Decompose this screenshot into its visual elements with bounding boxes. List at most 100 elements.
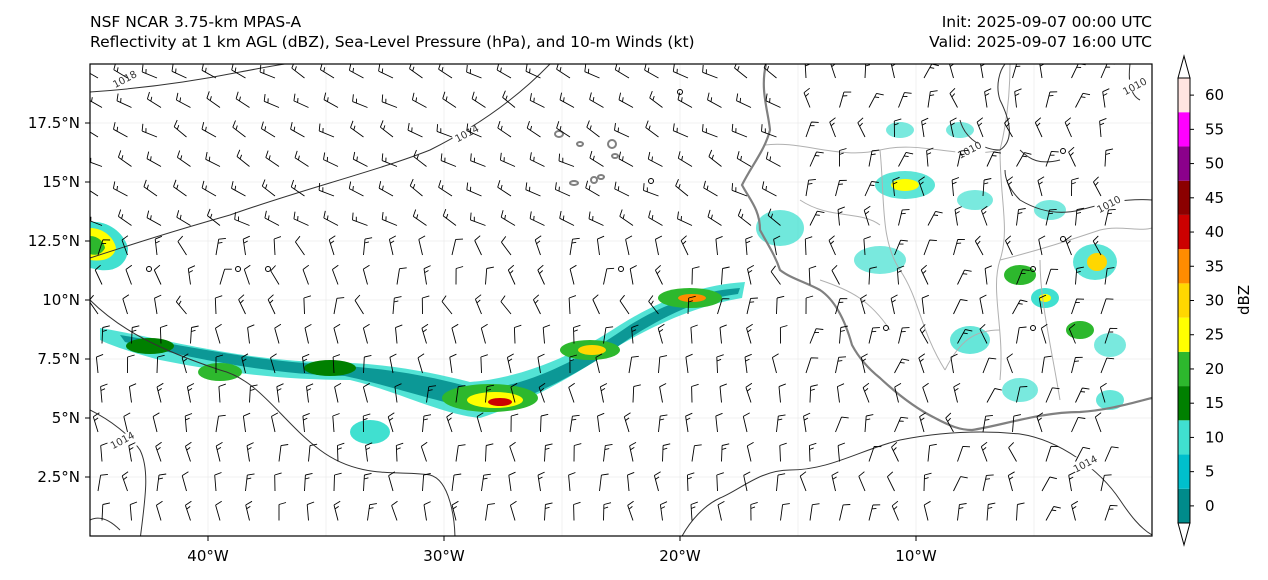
wind-barb (898, 327, 910, 344)
wind-barb (779, 325, 788, 344)
wind-barb (409, 64, 423, 79)
wind-barb (365, 442, 373, 462)
wind-barb (868, 327, 880, 344)
wind-barb (293, 211, 309, 226)
wind-barb (921, 117, 929, 138)
wind-barb (306, 501, 315, 521)
wind-barb (657, 323, 665, 344)
wind-barb (648, 295, 659, 315)
wind-barb (278, 444, 289, 462)
wind-barb (976, 117, 984, 138)
colorbar-bin (1178, 351, 1190, 387)
wind-barb (868, 266, 877, 285)
wind-barb (556, 121, 571, 138)
wind-barb (90, 131, 99, 138)
wind-barb (466, 123, 482, 138)
wind-barb (205, 152, 221, 167)
wind-barb (672, 123, 689, 138)
wind-barb (625, 235, 633, 256)
wind-barb (592, 294, 600, 315)
wind-barb (1102, 88, 1110, 108)
wind-barb (773, 235, 781, 256)
wind-barb (367, 503, 377, 521)
wind-barb (466, 182, 482, 197)
wind-barb (776, 295, 785, 315)
wind-barb (455, 444, 466, 462)
wind-barb (654, 264, 663, 285)
wind-barb (295, 235, 305, 256)
wind-barb (765, 151, 781, 167)
wind-barb (702, 64, 718, 79)
wind-barb (146, 91, 162, 108)
pressure-centers (146, 89, 1066, 331)
wind-barb (623, 412, 631, 433)
wind-barb (1004, 117, 1013, 138)
wind-barb (835, 416, 849, 433)
colorbar-tick-label: 60 (1205, 86, 1224, 104)
wind-barb (234, 212, 250, 226)
wind-barb (451, 500, 459, 521)
wind-barb (1099, 382, 1107, 403)
wind-barb (894, 358, 910, 374)
colorbar-label: dBZ (1235, 285, 1253, 315)
wind-barb (90, 72, 99, 79)
wind-barb (146, 210, 162, 226)
wind-barb (896, 265, 905, 285)
wind-barb (1012, 414, 1021, 433)
wind-barb (736, 93, 752, 108)
wind-barb (890, 294, 898, 315)
wind-barb (982, 178, 992, 197)
wind-barb (449, 353, 457, 374)
wind-barb (113, 64, 128, 79)
wind-barb (568, 295, 577, 315)
wind-barb (691, 444, 702, 462)
wind-barb (362, 413, 371, 433)
colorbar-bin (1178, 283, 1190, 318)
wind-barb (123, 412, 131, 433)
wind-barb (1071, 416, 1086, 433)
wind-barb (1045, 268, 1059, 285)
wind-barb (839, 91, 852, 108)
wind-barb (1045, 208, 1057, 226)
wind-barb (303, 295, 312, 315)
lat-tick-label: 15°N (42, 173, 80, 191)
colorbar-bin (1178, 112, 1190, 147)
wind-barb (680, 235, 689, 256)
wind-barb (128, 383, 137, 403)
wind-barb (743, 471, 751, 492)
wind-barb (90, 190, 99, 197)
wind-barb (451, 323, 459, 344)
init-time: Init: 2025-09-07 00:00 UTC (941, 13, 1152, 31)
lat-tick-label: 12.5°N (28, 232, 80, 250)
wind-barb (957, 149, 969, 167)
wind-barb (352, 94, 368, 108)
wind-barb (573, 443, 582, 462)
wind-barb (1004, 235, 1013, 256)
wind-barb (1045, 445, 1059, 462)
fields-title: Reflectivity at 1 km AGL (dBZ), Sea-Leve… (90, 33, 695, 51)
wind-barb (1045, 91, 1058, 108)
wind-barb (388, 471, 396, 492)
wind-barb (746, 442, 754, 462)
wind-barb (1104, 327, 1118, 344)
wind-barb (215, 414, 226, 433)
wind-barb (378, 181, 394, 197)
wind-barb (171, 64, 187, 79)
wind-barb (497, 120, 512, 138)
wind-barb (986, 388, 1002, 403)
wind-barb (470, 212, 486, 226)
wind-barb (155, 500, 163, 521)
wind-barb (542, 324, 551, 344)
wind-barb (502, 90, 516, 108)
wind-barb (805, 295, 814, 315)
wind-barb (500, 295, 512, 315)
wind-barb (116, 93, 132, 108)
wind-barb (438, 180, 453, 197)
wind-barb (379, 120, 394, 138)
valid-time: Valid: 2025-09-07 16:00 UTC (929, 33, 1152, 51)
wind-barb (334, 383, 342, 403)
wind-barb (599, 473, 609, 492)
wind-barb (395, 442, 404, 462)
wind-barb (839, 325, 848, 344)
wind-barb (868, 92, 884, 108)
